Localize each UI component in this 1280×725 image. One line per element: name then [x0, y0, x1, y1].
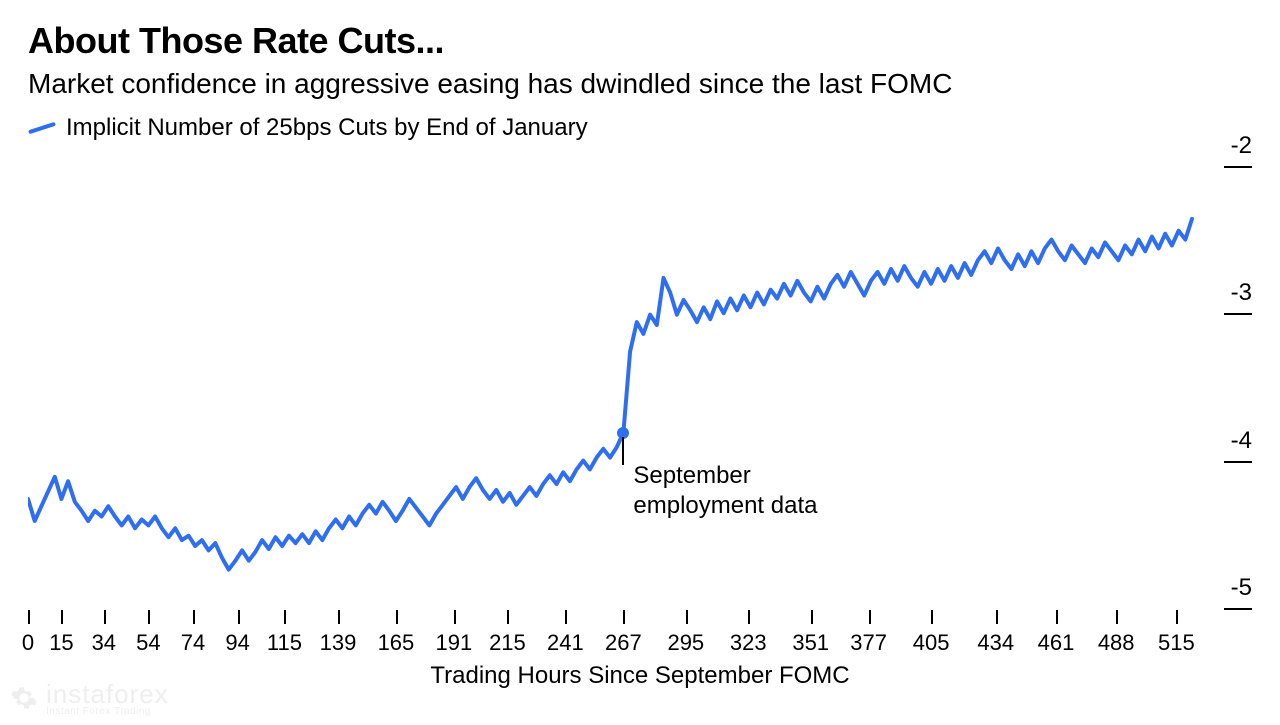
x-tick-mark — [623, 610, 625, 624]
chart-legend: Implicit Number of 25bps Cuts by End of … — [28, 114, 1252, 142]
x-tick-mark — [686, 610, 688, 624]
x-tick-label: 461 — [1038, 630, 1075, 656]
x-tick-label: 54 — [136, 630, 160, 656]
x-tick-mark — [148, 610, 150, 624]
y-tick-mark — [1224, 461, 1252, 463]
x-tick-mark — [996, 610, 998, 624]
x-tick-mark — [1056, 610, 1058, 624]
x-tick-mark — [238, 610, 240, 624]
x-tick-mark — [1176, 610, 1178, 624]
x-tick-label: 267 — [605, 630, 642, 656]
x-tick-mark — [338, 610, 340, 624]
watermark-tagline: Instant Forex Trading — [46, 706, 169, 717]
annotation-line1: September — [633, 461, 817, 491]
y-tick-label: -3 — [1231, 279, 1252, 307]
x-tick-label: 15 — [49, 630, 73, 656]
y-tick-label: -2 — [1231, 132, 1252, 160]
x-tick-mark — [565, 610, 567, 624]
chart-plot-area: September employment data -2-3-4-5 01534… — [28, 150, 1252, 680]
watermark: instaforex Instant Forex Trading — [10, 679, 169, 717]
x-tick-label: 241 — [547, 630, 584, 656]
x-tick-label: 215 — [489, 630, 526, 656]
x-tick-mark — [507, 610, 509, 624]
x-tick-label: 0 — [22, 630, 34, 656]
x-tick-mark — [28, 610, 30, 624]
x-axis-title: Trading Hours Since September FOMC — [430, 662, 849, 690]
x-tick-mark — [931, 610, 933, 624]
x-tick-label: 434 — [977, 630, 1014, 656]
x-tick-mark — [454, 610, 456, 624]
x-tick-label: 488 — [1098, 630, 1135, 656]
x-tick-mark — [811, 610, 813, 624]
y-tick-mark — [1224, 166, 1252, 168]
x-tick-mark — [284, 610, 286, 624]
x-tick-label: 115 — [267, 630, 302, 656]
y-tick-mark — [1224, 313, 1252, 315]
y-tick-mark — [1224, 608, 1252, 610]
x-tick-label: 74 — [181, 630, 205, 656]
x-tick-mark — [104, 610, 106, 624]
x-tick-label: 515 — [1158, 630, 1195, 656]
x-tick-label: 323 — [730, 630, 767, 656]
x-tick-mark — [869, 610, 871, 624]
x-tick-mark — [396, 610, 398, 624]
x-tick-label: 34 — [92, 630, 116, 656]
chart-card: About Those Rate Cuts... Market confiden… — [0, 0, 1280, 725]
x-tick-label: 351 — [792, 630, 829, 656]
y-tick-label: -5 — [1231, 574, 1252, 602]
chart-title: About Those Rate Cuts... — [28, 20, 1252, 62]
annotation-stem — [622, 437, 624, 465]
x-tick-label: 377 — [850, 630, 887, 656]
chart-subtitle: Market confidence in aggressive easing h… — [28, 68, 1252, 100]
y-tick-label: -4 — [1231, 427, 1252, 455]
legend-label: Implicit Number of 25bps Cuts by End of … — [66, 114, 588, 142]
gear-icon — [10, 684, 38, 712]
x-tick-label: 295 — [667, 630, 704, 656]
x-tick-label: 94 — [225, 630, 249, 656]
x-tick-mark — [193, 610, 195, 624]
annotation-line2: employment data — [633, 491, 817, 521]
x-tick-mark — [61, 610, 63, 624]
x-tick-mark — [1116, 610, 1118, 624]
legend-swatch-icon — [28, 122, 56, 134]
line-series — [28, 150, 1252, 680]
x-tick-mark — [748, 610, 750, 624]
x-tick-label: 165 — [378, 630, 415, 656]
x-tick-label: 405 — [913, 630, 950, 656]
x-tick-label: 191 — [436, 630, 473, 656]
annotation-label: September employment data — [633, 461, 817, 521]
x-tick-label: 139 — [320, 630, 357, 656]
